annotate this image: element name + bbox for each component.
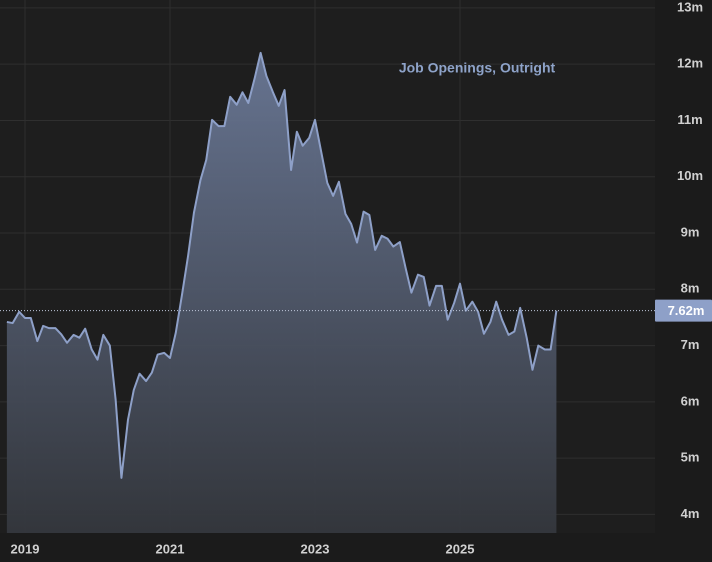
x-tick-label: 2019 bbox=[11, 541, 40, 556]
y-tick-label: 12m bbox=[677, 56, 703, 71]
y-tick-label: 13m bbox=[677, 0, 703, 14]
current-value-label: 7.62m bbox=[668, 303, 705, 318]
x-tick-label: 2023 bbox=[301, 541, 330, 556]
plot-area bbox=[0, 51, 655, 533]
line bbox=[6, 51, 558, 479]
y-tick-label: 8m bbox=[681, 281, 700, 296]
x-tick-label: 2021 bbox=[156, 541, 185, 556]
y-axis-panel bbox=[655, 0, 712, 562]
y-tick-label: 10m bbox=[677, 168, 703, 183]
grid bbox=[0, 0, 655, 533]
x-axis-panel bbox=[0, 533, 712, 562]
chart-title: Job Openings, Outright bbox=[399, 60, 556, 76]
y-tick-label: 9m bbox=[681, 224, 700, 239]
x-tick-label: 2025 bbox=[446, 541, 475, 556]
y-tick-label: 6m bbox=[681, 393, 700, 408]
current-value-box bbox=[655, 299, 712, 322]
y-tick-label: 5m bbox=[681, 450, 700, 465]
axes: 4m 5m 6m 7m 8m 9m 10m 11m 12m 13m 2019 2021 2023 2025… bbox=[11, 0, 712, 556]
y-tick-label: 11m bbox=[677, 112, 702, 127]
y-tick-label: 4m bbox=[681, 506, 700, 521]
y-tick-label: 7m bbox=[681, 337, 700, 352]
area-fill bbox=[6, 52, 557, 533]
